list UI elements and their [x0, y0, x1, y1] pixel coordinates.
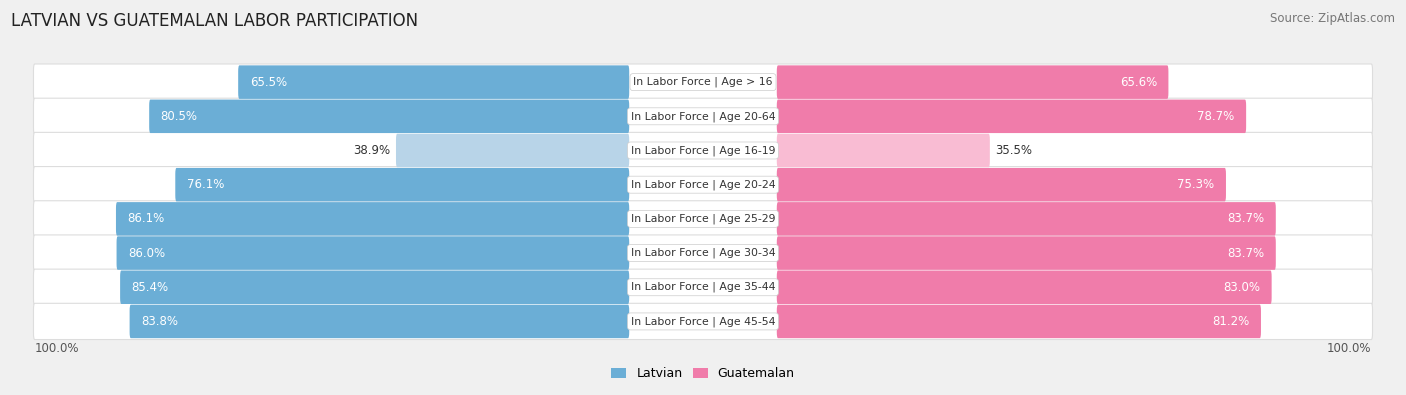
FancyBboxPatch shape: [129, 305, 630, 338]
FancyBboxPatch shape: [117, 236, 630, 270]
Text: In Labor Force | Age 16-19: In Labor Force | Age 16-19: [631, 145, 775, 156]
Text: 83.7%: 83.7%: [1227, 246, 1264, 260]
FancyBboxPatch shape: [776, 168, 1226, 201]
FancyBboxPatch shape: [776, 271, 1271, 304]
FancyBboxPatch shape: [34, 132, 1372, 169]
Text: In Labor Force | Age 20-24: In Labor Force | Age 20-24: [631, 179, 775, 190]
Text: In Labor Force | Age 20-64: In Labor Force | Age 20-64: [631, 111, 775, 122]
FancyBboxPatch shape: [34, 64, 1372, 100]
Text: 83.8%: 83.8%: [141, 315, 179, 328]
FancyBboxPatch shape: [176, 168, 630, 201]
Text: 78.7%: 78.7%: [1198, 110, 1234, 123]
FancyBboxPatch shape: [34, 303, 1372, 340]
FancyBboxPatch shape: [396, 134, 630, 167]
FancyBboxPatch shape: [776, 100, 1246, 133]
Text: 75.3%: 75.3%: [1177, 178, 1215, 191]
FancyBboxPatch shape: [34, 98, 1372, 134]
Text: 83.0%: 83.0%: [1223, 281, 1260, 294]
Text: In Labor Force | Age 45-54: In Labor Force | Age 45-54: [631, 316, 775, 327]
Text: In Labor Force | Age 35-44: In Labor Force | Age 35-44: [631, 282, 775, 292]
FancyBboxPatch shape: [120, 271, 630, 304]
Legend: Latvian, Guatemalan: Latvian, Guatemalan: [607, 364, 799, 384]
Text: Source: ZipAtlas.com: Source: ZipAtlas.com: [1270, 12, 1395, 25]
Text: 65.6%: 65.6%: [1119, 75, 1157, 88]
Text: 86.1%: 86.1%: [128, 213, 165, 226]
FancyBboxPatch shape: [776, 134, 990, 167]
Text: 65.5%: 65.5%: [250, 75, 287, 88]
Text: LATVIAN VS GUATEMALAN LABOR PARTICIPATION: LATVIAN VS GUATEMALAN LABOR PARTICIPATIO…: [11, 12, 419, 30]
Text: 80.5%: 80.5%: [160, 110, 198, 123]
Text: 76.1%: 76.1%: [187, 178, 224, 191]
Text: 100.0%: 100.0%: [1327, 342, 1371, 355]
FancyBboxPatch shape: [149, 100, 630, 133]
Text: 85.4%: 85.4%: [132, 281, 169, 294]
Text: 81.2%: 81.2%: [1212, 315, 1250, 328]
Text: 100.0%: 100.0%: [35, 342, 79, 355]
Text: In Labor Force | Age 25-29: In Labor Force | Age 25-29: [631, 214, 775, 224]
FancyBboxPatch shape: [776, 305, 1261, 338]
Text: In Labor Force | Age 30-34: In Labor Force | Age 30-34: [631, 248, 775, 258]
Text: 38.9%: 38.9%: [353, 144, 391, 157]
FancyBboxPatch shape: [776, 65, 1168, 99]
FancyBboxPatch shape: [34, 235, 1372, 271]
FancyBboxPatch shape: [34, 269, 1372, 305]
Text: 86.0%: 86.0%: [128, 246, 165, 260]
Text: In Labor Force | Age > 16: In Labor Force | Age > 16: [633, 77, 773, 87]
Text: 83.7%: 83.7%: [1227, 213, 1264, 226]
FancyBboxPatch shape: [34, 201, 1372, 237]
FancyBboxPatch shape: [115, 202, 630, 236]
Text: 35.5%: 35.5%: [995, 144, 1032, 157]
FancyBboxPatch shape: [34, 167, 1372, 203]
FancyBboxPatch shape: [238, 65, 630, 99]
FancyBboxPatch shape: [776, 236, 1275, 270]
FancyBboxPatch shape: [776, 202, 1275, 236]
